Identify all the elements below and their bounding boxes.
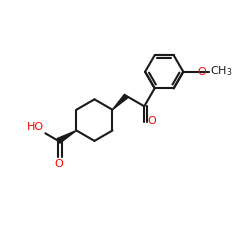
Polygon shape (112, 94, 128, 110)
Text: O: O (148, 116, 156, 126)
Polygon shape (57, 130, 76, 143)
Text: O: O (198, 66, 206, 76)
Text: O: O (54, 159, 63, 169)
Text: CH$_3$: CH$_3$ (210, 65, 233, 78)
Text: HO: HO (27, 122, 44, 132)
